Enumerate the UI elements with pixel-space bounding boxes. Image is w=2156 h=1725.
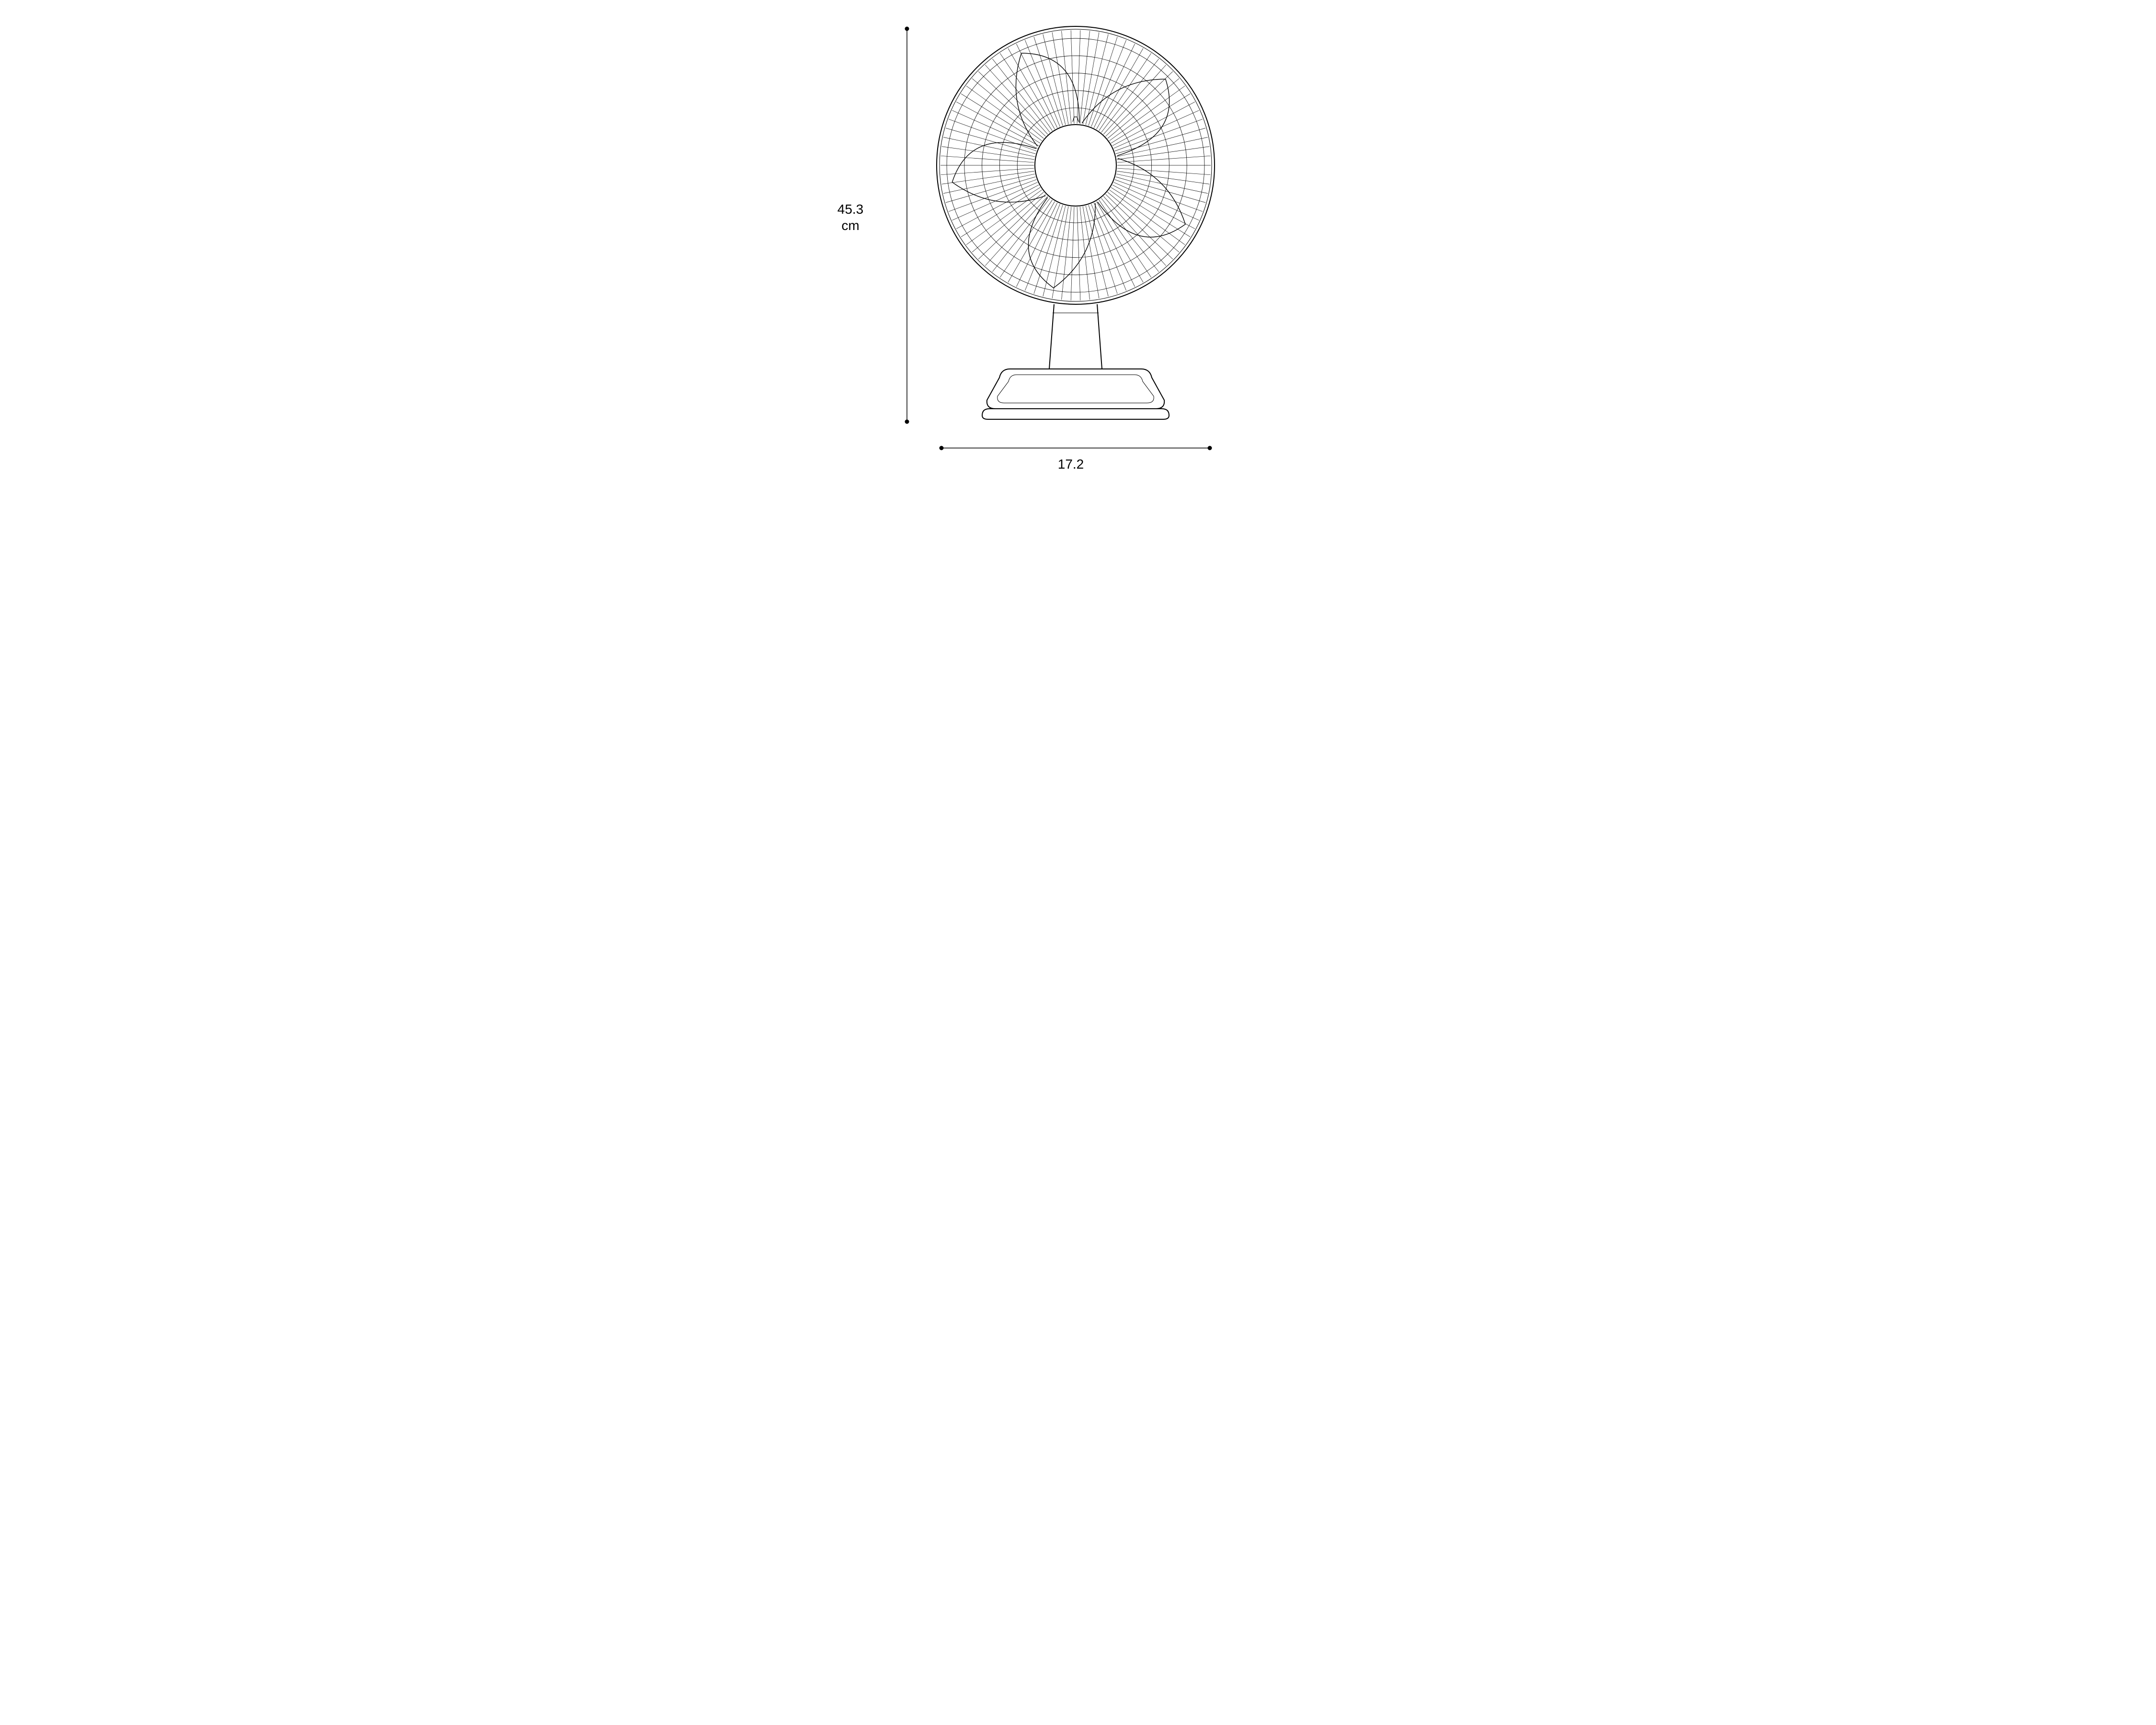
- width-dimension-dot-right: [1208, 446, 1212, 450]
- width-dimension-dot-left: [940, 446, 943, 450]
- fan-neck: [1049, 304, 1102, 369]
- height-dimension-dot-bottom: [905, 420, 909, 424]
- diagram-container: 45.3 cm 17.2: [779, 0, 1377, 479]
- height-dimension-dot-top: [905, 27, 909, 31]
- fan-diagram-svg: [779, 0, 1377, 479]
- base-lower-slab: [982, 409, 1169, 419]
- fan-hub: [1035, 125, 1116, 206]
